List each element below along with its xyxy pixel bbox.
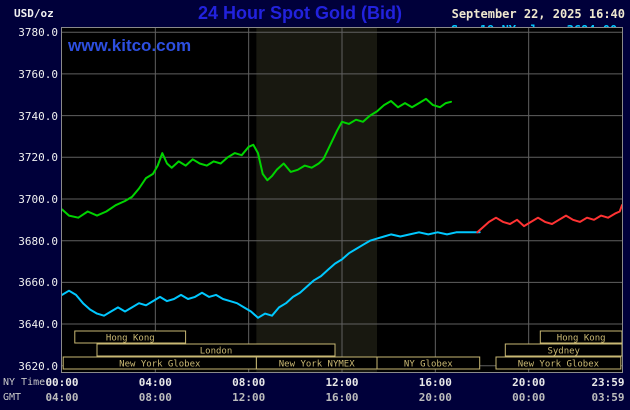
x-axis-label-ny: 00:00 xyxy=(45,376,79,389)
unit-label: USD/oz xyxy=(14,7,54,20)
x-axis-label-gmt: 20:00 xyxy=(418,391,452,404)
session-box xyxy=(376,356,481,370)
series-line-sep-21-sunday xyxy=(476,204,622,234)
session-label: Hong Kong xyxy=(557,334,606,344)
x-axis-label-ny: 23:59 xyxy=(591,376,625,389)
gmt-caption: GMT xyxy=(3,392,22,403)
series-line-sep-19-ny-close-3684-00- xyxy=(62,231,481,319)
x-axis-label-ny: 08:00 xyxy=(232,376,266,389)
y-axis-label: 3720.0 xyxy=(18,151,58,165)
plot-svg: Hong Kong Hong Kong London Sydney New York G… xyxy=(62,28,622,372)
y-axis-label: 3780.0 xyxy=(18,26,58,40)
datetime-label: September 22, 2025 16:40 xyxy=(451,7,625,21)
session-box xyxy=(74,330,187,344)
x-axis-label-gmt: 08:00 xyxy=(138,391,172,404)
session-label: Hong Kong xyxy=(106,334,155,344)
session-label: New York NYMEX xyxy=(279,360,355,370)
y-axis-label: 3700.0 xyxy=(18,193,58,206)
session-label: NY Globex xyxy=(404,360,453,370)
x-axis-label-ny: 20:00 xyxy=(512,376,546,389)
y-axis-label: 3660.0 xyxy=(18,276,58,290)
x-axis-label-gmt: 16:00 xyxy=(325,391,359,404)
session-box xyxy=(96,343,336,357)
x-axis-label-gmt: 12:00 xyxy=(232,391,266,404)
kitco-watermark-link[interactable]: www.kitco.com xyxy=(68,36,192,55)
x-axis-label-gmt: 00:00 xyxy=(512,391,546,404)
session-label: New York Globex xyxy=(518,360,600,370)
nymex-session-band xyxy=(256,28,377,372)
session-label: London xyxy=(200,347,233,357)
x-axis-label-gmt: 04:00 xyxy=(45,391,79,404)
y-axis-label: 3740.0 xyxy=(18,109,58,123)
y-axis-label: 3680.0 xyxy=(18,234,58,248)
x-axis-label-ny: 16:00 xyxy=(418,376,452,389)
session-label: Sydney xyxy=(547,347,580,357)
x-axis-label-ny: 12:00 xyxy=(325,376,359,389)
session-label: New York Globex xyxy=(119,360,201,370)
x-axis-label-gmt: 03:59 xyxy=(591,391,625,404)
y-axis-label: 3640.0 xyxy=(18,318,58,331)
series-line-sep-22-today- xyxy=(62,97,452,219)
chart-title: 24 Hour Spot Gold (Bid) xyxy=(198,3,402,23)
y-axis-label: 3760.0 xyxy=(18,67,58,81)
session-box xyxy=(495,356,622,370)
plot-area: Hong Kong Hong Kong London Sydney New York G… xyxy=(61,27,623,373)
y-axis-label: 3620.0 xyxy=(18,359,58,373)
ny-time-caption: NY Time xyxy=(3,377,46,388)
x-axis-label-ny: 04:00 xyxy=(138,376,172,389)
